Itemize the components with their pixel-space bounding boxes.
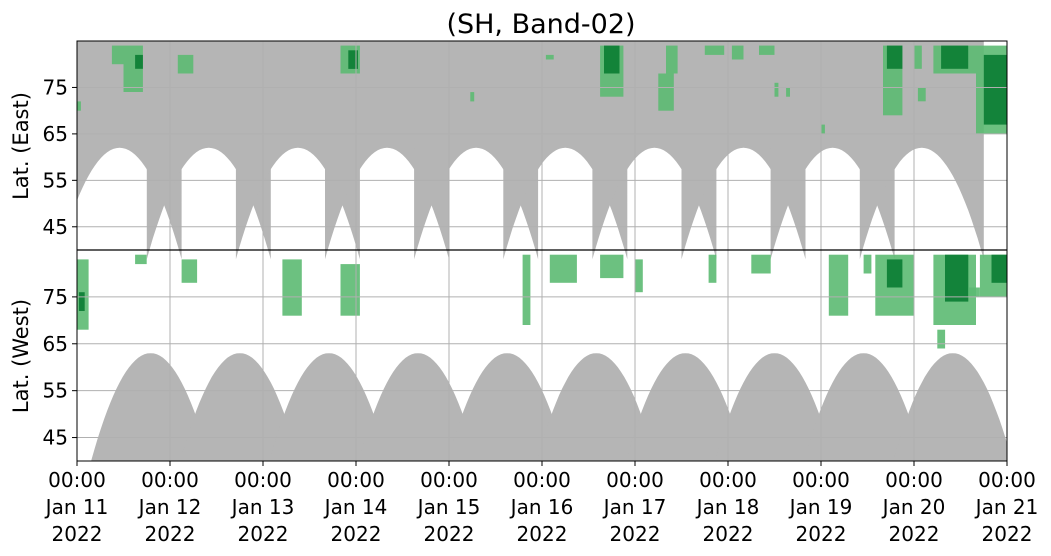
y-tick-label-west: 65 <box>43 332 68 356</box>
detection-patch <box>348 50 358 69</box>
y-tick-label-east: 75 <box>43 75 68 99</box>
x-tick-label: 00:00 Jan 11 2022 <box>44 468 109 546</box>
detection-patch <box>786 87 790 97</box>
y-axis-label-east: Lat. (East) <box>9 92 33 200</box>
no-data-lobe-west <box>91 353 211 461</box>
detection-patch <box>886 45 903 69</box>
detection-patch <box>600 254 624 279</box>
detection-patch <box>78 292 85 311</box>
detection-patch <box>111 45 124 65</box>
detection-patch <box>604 45 620 74</box>
detection-patch <box>545 54 554 60</box>
x-tick-label: 00:00 Jan 16 2022 <box>509 468 574 546</box>
detection-patch <box>983 54 1007 125</box>
detection-patch <box>863 254 872 274</box>
chart-title: (SH, Band-02) <box>446 9 635 40</box>
no-data-lobe-west <box>625 353 745 461</box>
plot-content <box>77 41 1007 461</box>
detection-patch <box>522 254 531 325</box>
detection-patch <box>941 45 969 69</box>
detection-patch <box>658 73 674 111</box>
detection-patch <box>177 54 194 74</box>
detection-patch <box>704 45 725 55</box>
no-data-lobe-west <box>447 353 567 461</box>
no-data-lobe-west <box>893 353 1007 461</box>
x-tick-label: 00:00 Jan 21 2022 <box>974 468 1039 546</box>
detection-patch <box>914 45 922 69</box>
detection-patch <box>774 82 779 97</box>
no-data-lobe-west <box>269 353 389 461</box>
detection-patch <box>828 254 849 316</box>
x-tick-label: 00:00 Jan 20 2022 <box>881 468 946 546</box>
no-data-lobe-west <box>715 353 834 461</box>
detection-patch <box>549 254 577 283</box>
y-tick-label-east: 45 <box>43 215 68 239</box>
no-data-lobe-west <box>180 353 300 461</box>
plot-area <box>76 40 1008 462</box>
detection-patch <box>666 45 678 74</box>
detection-patch <box>945 254 969 302</box>
detection-patch <box>886 259 903 288</box>
detection-patch <box>135 254 147 265</box>
detection-patch <box>968 287 980 297</box>
detection-patch <box>731 45 744 60</box>
detection-patch <box>759 45 775 55</box>
detection-patch <box>991 254 1007 283</box>
y-tick-label-west: 75 <box>43 285 68 309</box>
x-tick-label: 00:00 Jan 17 2022 <box>602 468 667 546</box>
detection-patch <box>77 101 81 111</box>
y-axis-label-west: Lat. (West) <box>9 299 33 413</box>
x-tick-label: 00:00 Jan 14 2022 <box>323 468 388 546</box>
y-tick-label-east: 55 <box>43 168 68 192</box>
y-tick-label-east: 65 <box>43 122 68 146</box>
y-tick-label-west: 55 <box>43 379 68 403</box>
detection-patch <box>282 259 302 316</box>
detection-patch <box>340 264 360 316</box>
no-data-lobe-west <box>804 353 924 461</box>
x-axis: 00:00 Jan 11 2022 00:00 Jan 12 2022 00:00 Jan 1… <box>44 461 1039 546</box>
x-tick-label: 00:00 Jan 19 2022 <box>788 468 853 546</box>
detection-patch <box>751 254 771 274</box>
detection-patch <box>821 124 825 134</box>
x-tick-label: 00:00 Jan 12 2022 <box>137 468 202 546</box>
detection-patch <box>917 87 926 102</box>
detection-patch <box>937 329 946 349</box>
no-data-lobe-west <box>358 353 478 461</box>
x-tick-label: 00:00 Jan 13 2022 <box>230 468 295 546</box>
detection-patch <box>135 54 143 69</box>
no-data-lobe-west <box>536 353 656 461</box>
detection-patch <box>181 259 198 283</box>
x-tick-label: 00:00 Jan 18 2022 <box>695 468 760 546</box>
y-tick-label-west: 45 <box>43 426 68 450</box>
detection-patch <box>470 92 475 102</box>
y-axis: 45 55 65 75 75 65 55 45 <box>43 75 77 450</box>
x-tick-label: 00:00 Jan 15 2022 <box>416 468 481 546</box>
detection-patch <box>635 259 643 293</box>
detection-patch <box>708 254 717 283</box>
